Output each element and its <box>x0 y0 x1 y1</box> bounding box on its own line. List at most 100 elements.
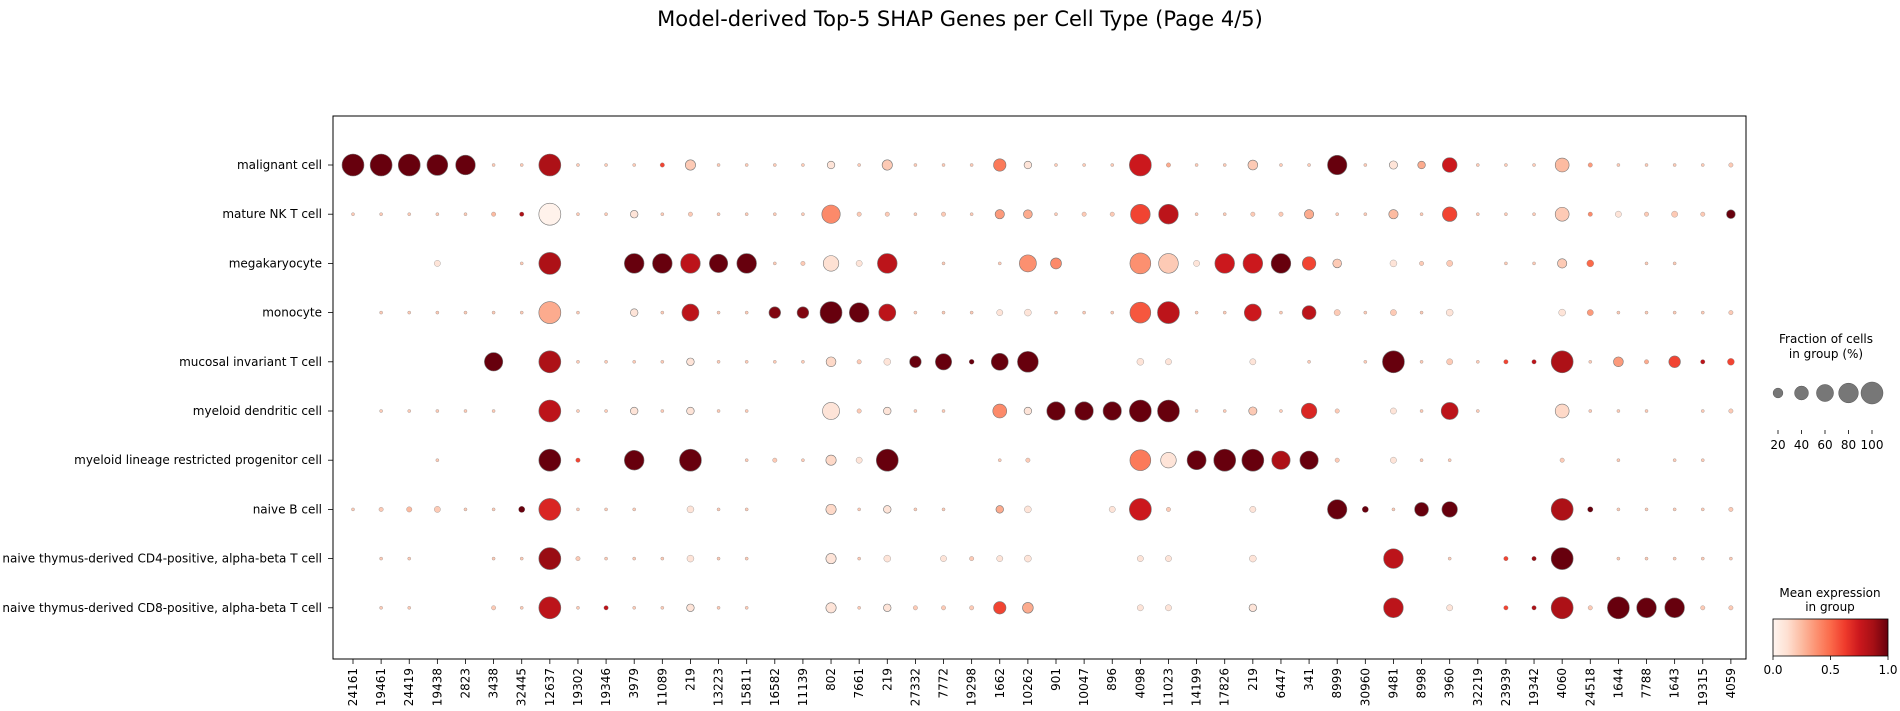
x-tick-label: 4098 <box>1133 668 1147 699</box>
dot <box>969 605 974 611</box>
dot <box>709 253 729 273</box>
x-tick-label: 19346 <box>599 668 613 706</box>
x-tick-label: 19315 <box>1696 668 1710 706</box>
dot <box>1672 507 1677 512</box>
dot <box>1270 253 1292 274</box>
x-tick-label: 11023 <box>1161 668 1175 706</box>
dot <box>801 212 805 216</box>
dot <box>744 409 749 413</box>
x-tick-label: 19461 <box>374 668 388 706</box>
dot <box>435 409 440 413</box>
x-tick-label: 32445 <box>515 668 529 706</box>
y-tick-label: naive B cell <box>253 502 322 516</box>
dot <box>1616 409 1621 413</box>
dot <box>1671 210 1678 218</box>
dot <box>604 360 608 364</box>
dot <box>1137 555 1144 562</box>
dot <box>1644 261 1649 266</box>
x-tick-label: 1662 <box>993 668 1007 699</box>
dot <box>1157 301 1180 324</box>
x-tick-label: 10262 <box>1021 668 1035 706</box>
dot <box>716 556 721 561</box>
dot <box>825 602 837 614</box>
dot <box>1082 163 1086 167</box>
dot <box>1531 359 1537 365</box>
x-tick-label: 17826 <box>1218 668 1232 706</box>
dot <box>491 409 496 413</box>
dot <box>435 310 440 315</box>
dot <box>1362 506 1369 513</box>
dot <box>1613 356 1624 368</box>
dot <box>883 406 892 416</box>
dot <box>538 252 562 275</box>
dot <box>1672 310 1677 315</box>
dot <box>800 261 806 266</box>
dot <box>575 556 581 561</box>
dot <box>1244 303 1262 322</box>
dot <box>1279 409 1283 413</box>
dot <box>1554 403 1570 419</box>
size-legend: Fraction of cells in group (%) 20 40 60 80 1… <box>1770 332 1883 452</box>
dot <box>1701 507 1705 512</box>
dot <box>1446 358 1453 366</box>
dot <box>1025 457 1031 463</box>
dot <box>856 211 862 217</box>
dot <box>1108 506 1116 513</box>
dot <box>1327 154 1348 176</box>
dot <box>1082 310 1086 315</box>
x-tick-label: 896 <box>1105 668 1119 691</box>
dot <box>993 158 1007 172</box>
dot <box>576 606 580 610</box>
dot <box>624 450 645 471</box>
dot <box>681 303 700 322</box>
dot <box>773 360 777 364</box>
dot <box>941 507 946 512</box>
dot <box>576 310 580 315</box>
x-tick-label: 32219 <box>1471 668 1485 706</box>
dot <box>652 253 673 274</box>
dot <box>1248 603 1257 612</box>
size-legend-title-line2: in group (%) <box>1789 347 1863 361</box>
dot <box>1701 458 1705 462</box>
dot <box>660 409 665 413</box>
dot <box>1157 399 1180 423</box>
dot <box>994 209 1005 220</box>
dot <box>1279 163 1283 167</box>
dot <box>1550 596 1574 620</box>
dot <box>744 310 749 315</box>
dot <box>484 352 504 372</box>
x-tick-label: 19298 <box>965 668 979 706</box>
dot <box>660 310 665 315</box>
dot <box>1110 310 1114 315</box>
dot <box>744 163 749 167</box>
dot <box>1644 163 1649 167</box>
dot <box>855 456 863 464</box>
dot <box>1332 258 1342 269</box>
dot <box>1727 358 1735 366</box>
size-legend-dot <box>1838 382 1859 404</box>
dot <box>1165 604 1172 612</box>
dot <box>995 505 1004 514</box>
dot <box>1616 310 1621 315</box>
dot <box>1363 163 1368 167</box>
dot <box>883 505 892 514</box>
dot <box>1728 310 1734 315</box>
dot <box>969 556 974 561</box>
size-legend-label: 40 <box>1794 438 1809 452</box>
dot <box>716 606 721 610</box>
dot <box>996 555 1004 562</box>
dot <box>1046 401 1066 421</box>
dot <box>379 409 383 413</box>
y-axis: malignant cell mature NK T cell megakaryoc… <box>2 158 333 615</box>
x-tick-label: 27332 <box>908 668 922 706</box>
size-legend-dot <box>1816 384 1834 402</box>
y-tick-label: mature NK T cell <box>222 207 322 221</box>
dot <box>1476 212 1480 216</box>
x-tick-label: 7788 <box>1640 668 1654 699</box>
dot <box>518 506 525 513</box>
dot <box>1554 157 1570 173</box>
dot <box>913 310 918 315</box>
y-tick-label: naive thymus-derived CD8-positive, alpha… <box>2 601 322 615</box>
dot <box>1503 359 1509 365</box>
dot <box>1129 301 1152 324</box>
